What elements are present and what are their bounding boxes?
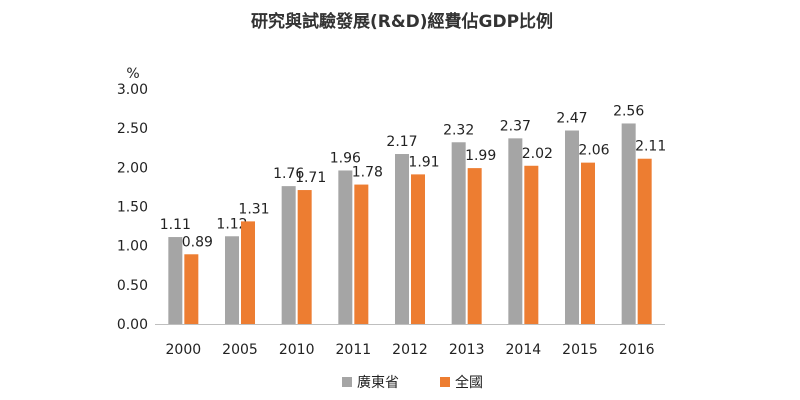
x-tick-label: 2010 <box>279 342 315 358</box>
chart-title: 研究與試驗發展(R&D)經費佔GDP比例 <box>251 11 553 32</box>
plot-area: 1.110.891.121.31 1.761.711.961.782.17 1.91… <box>160 103 666 324</box>
y-axis: 0.00 0.50 1.00 1.50 2.00 2.50 3.00 <box>117 82 148 333</box>
bar-guangdong-2012 <box>395 154 409 324</box>
x-axis: 2000 2005 2010 2011 2012 2013 2014 2015 2016 <box>166 342 655 358</box>
bar-guangdong-2000 <box>168 237 183 324</box>
bar-national-2014 <box>524 165 539 324</box>
bar-national-2013 <box>467 168 482 324</box>
data-label: 1.11 <box>160 217 191 233</box>
x-tick-label: 2013 <box>449 342 485 358</box>
bar-guangdong-2010 <box>281 186 296 324</box>
legend-label: 廣東省 <box>357 374 399 391</box>
data-label: 2.02 <box>522 146 553 162</box>
legend-swatch <box>440 377 450 387</box>
data-label: 2.47 <box>556 111 587 127</box>
bar-guangdong-2014 <box>508 138 523 324</box>
data-label: 2.17 <box>386 134 417 150</box>
bar-guangdong-2005 <box>225 236 239 324</box>
legend-label: 全國 <box>455 374 483 391</box>
x-tick-label: 2016 <box>619 342 655 358</box>
y-tick-label: 2.50 <box>117 121 148 137</box>
data-label: 2.37 <box>500 118 531 134</box>
bar-national-2010 <box>297 190 312 324</box>
legend-swatch <box>342 377 352 387</box>
bar-guangdong-2016 <box>621 123 636 324</box>
data-label: 2.32 <box>443 122 474 138</box>
x-tick-label: 2011 <box>336 342 372 358</box>
y-tick-label: 3.00 <box>117 82 148 98</box>
bar-guangdong-2011 <box>338 170 353 324</box>
bar-guangdong-2013 <box>451 142 466 324</box>
data-label: 2.56 <box>613 103 644 119</box>
data-label: 2.06 <box>578 143 609 159</box>
data-label: 1.76 <box>273 166 304 182</box>
bar-national-2016 <box>637 158 652 324</box>
x-tick-label: 2000 <box>166 342 202 358</box>
bar-national-2005 <box>241 221 255 324</box>
bar-national-2015 <box>581 162 595 324</box>
bar-guangdong-2015 <box>565 130 579 324</box>
data-label: 1.99 <box>465 148 496 164</box>
data-label: 1.96 <box>330 150 361 166</box>
data-label: 1.12 <box>216 216 247 232</box>
data-label: 1.71 <box>295 170 326 186</box>
x-tick-label: 2014 <box>506 342 542 358</box>
legend: 廣東省 全國 <box>342 374 483 391</box>
y-tick-label: 0.50 <box>117 278 148 294</box>
data-label: 2.11 <box>635 139 666 155</box>
y-tick-label: 1.00 <box>117 239 148 255</box>
data-label: 1.78 <box>352 165 383 181</box>
bar-national-2012 <box>411 174 425 324</box>
bar-national-2011 <box>354 184 369 324</box>
bar-national-2000 <box>184 254 199 324</box>
x-tick-label: 2015 <box>562 342 598 358</box>
y-axis-unit-label: % <box>126 66 139 82</box>
x-tick-label: 2005 <box>222 342 258 358</box>
y-tick-label: 1.50 <box>117 200 148 216</box>
data-label: 1.31 <box>238 201 269 217</box>
x-tick-label: 2012 <box>392 342 428 358</box>
data-label: 0.89 <box>182 234 213 250</box>
data-label: 1.91 <box>408 154 439 170</box>
y-tick-label: 0.00 <box>117 317 148 333</box>
y-tick-label: 2.00 <box>117 160 148 176</box>
